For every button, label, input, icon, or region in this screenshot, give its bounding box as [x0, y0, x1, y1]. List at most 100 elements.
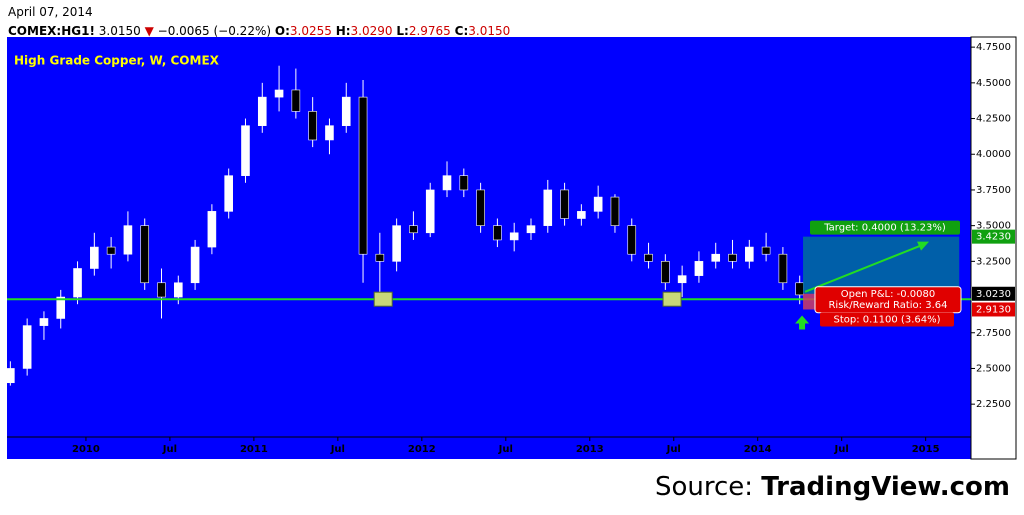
c-label: C:	[454, 24, 469, 38]
candle-body	[190, 246, 200, 284]
candle-body	[341, 96, 351, 126]
support-marker	[373, 291, 393, 307]
x-tick-label: 2012	[408, 444, 436, 455]
candle-body	[308, 111, 317, 141]
source-label: Source:	[654, 472, 754, 502]
candle-body	[459, 175, 469, 191]
target-text: Target: 0.4000 (13.23%)	[823, 223, 946, 234]
y-tick-label: 2.7500	[976, 328, 1011, 339]
y-tick-label: 4.2500	[976, 114, 1011, 125]
target-price-tag	[972, 229, 1015, 244]
x-tick-label: 2015	[912, 444, 940, 455]
candle-body	[644, 253, 653, 262]
x-tick-label: Jul	[498, 444, 513, 455]
source: Source: TradingView.com	[655, 472, 1010, 502]
l: 2.9765	[408, 24, 451, 38]
candle-body	[577, 211, 586, 219]
date: April 07, 2014	[8, 5, 93, 19]
source-name: TradingView.com	[761, 472, 1010, 502]
x-tick-label: 2011	[240, 444, 268, 455]
candle-body	[224, 175, 233, 212]
candle-body	[358, 96, 368, 255]
y-tick-label: 2.2500	[976, 399, 1011, 410]
y-tick-label: 4.5000	[976, 78, 1011, 89]
h: 3.0290	[350, 24, 393, 38]
candle-body	[711, 253, 721, 262]
candle-body	[241, 125, 250, 176]
candle-body	[157, 282, 166, 298]
x-tick-label: Jul	[834, 444, 849, 455]
candle-body	[425, 189, 435, 234]
rr-text: Risk/Reward Ratio: 3.64	[828, 300, 947, 311]
candle-body	[392, 225, 401, 262]
candle-body	[761, 246, 771, 255]
x-tick-label: Jul	[330, 444, 345, 455]
y-tick-label: 3.2500	[976, 256, 1011, 267]
x-tick-label: 2014	[744, 444, 772, 455]
x-tick-label: 2010	[72, 444, 100, 455]
candle-body	[493, 225, 502, 241]
stop-text: Stop: 0.1100 (3.64%)	[833, 314, 940, 325]
candle-body	[677, 275, 687, 284]
stop-price-label: 2.9130	[976, 304, 1011, 315]
entry-price-tag	[972, 286, 1015, 301]
candle-body	[291, 89, 301, 112]
y-tick-label: 3.7500	[976, 185, 1011, 196]
candle-body	[694, 261, 704, 276]
candle-body	[795, 282, 804, 296]
candle-body	[593, 196, 603, 212]
entry-arrow	[795, 315, 810, 330]
candle-body	[728, 253, 737, 262]
header: April 07, 2014 COMEX:HG1! 3.0150 ▼ −0.00…	[8, 3, 510, 41]
price-axis	[970, 36, 1017, 460]
down-arrow: ▼	[144, 24, 154, 38]
candle-body	[6, 368, 15, 384]
o-label: O:	[274, 24, 290, 38]
candle-body	[543, 189, 553, 226]
last: 3.0150	[98, 24, 141, 38]
y-tick-label: 3.5000	[976, 221, 1011, 232]
candle-body	[627, 225, 637, 255]
candle-body	[442, 175, 452, 191]
y-tick-label: 4.0000	[976, 149, 1011, 160]
candle-body	[106, 246, 116, 255]
target-arrow	[804, 243, 924, 293]
entry-price-label: 3.0230	[976, 289, 1011, 300]
symbol: COMEX:HG1!	[8, 24, 95, 38]
h-label: H:	[335, 24, 351, 38]
candle-body	[90, 246, 99, 269]
target-price-label: 3.4230	[976, 232, 1011, 243]
candle-body	[526, 225, 536, 234]
x-tick-label: 2013	[576, 444, 604, 455]
candle-body	[39, 318, 49, 326]
candle-body	[325, 125, 334, 141]
support-marker	[662, 291, 682, 307]
pnl-text: Open P&L: -0.0080	[841, 289, 935, 300]
candle-body	[274, 89, 284, 98]
change: −0.0065 (−0.22%)	[157, 24, 272, 38]
c: 3.0150	[468, 24, 511, 38]
candle-body	[509, 232, 519, 241]
x-tick-label: Jul	[666, 444, 681, 455]
stop-box	[820, 312, 954, 327]
candle-body	[610, 196, 620, 226]
chart: High Grade Copper, W, COMEX 4.7500 4.5000…	[6, 36, 1017, 460]
candle-body	[257, 96, 267, 126]
l-label: L:	[396, 24, 409, 38]
candle-body	[207, 211, 217, 248]
x-tick-label: Jul	[162, 444, 177, 455]
candle-body	[560, 189, 569, 219]
candle-body	[174, 282, 183, 298]
candle-body	[375, 253, 385, 262]
candle-body	[73, 268, 82, 298]
y-tick-label: 4.7500	[976, 42, 1011, 53]
candle-body	[409, 225, 418, 234]
candle-body	[778, 253, 788, 284]
chart-title: High Grade Copper, W, COMEX	[14, 54, 220, 68]
candle-body	[661, 261, 670, 284]
o: 3.0255	[289, 24, 332, 38]
candle-body	[745, 246, 754, 262]
candle-body	[476, 189, 485, 226]
target-zone	[803, 236, 960, 294]
